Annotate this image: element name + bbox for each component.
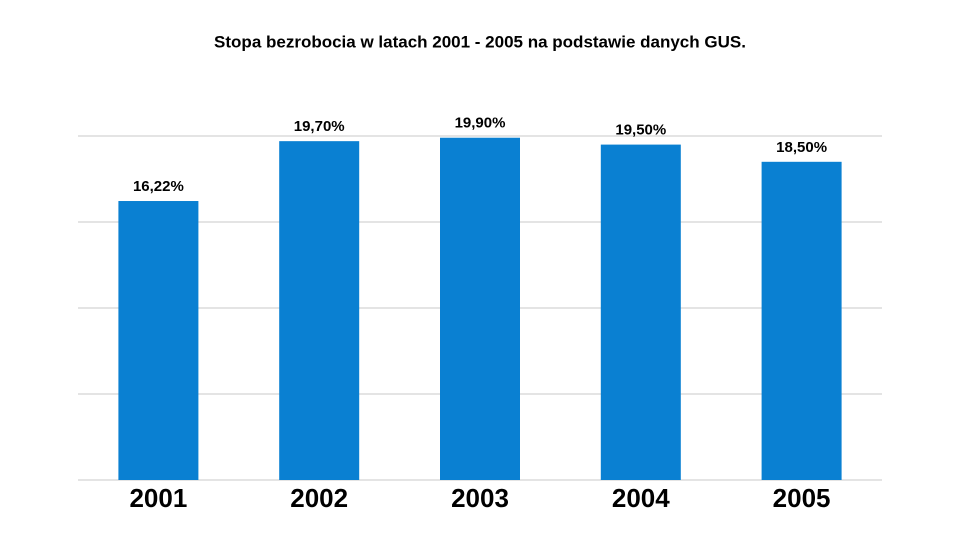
value-label: 19,70%	[294, 118, 345, 135]
bar	[118, 201, 199, 481]
x-tick-label: 2002	[290, 483, 348, 513]
chart-title: Stopa bezrobocia w latach 2001 - 2005 na…	[214, 32, 746, 51]
bar	[279, 141, 360, 480]
x-tick-label: 2001	[129, 483, 187, 513]
x-tick-label: 2003	[451, 483, 509, 513]
bar	[761, 161, 842, 481]
bar	[440, 137, 520, 480]
value-label: 19,90%	[455, 115, 506, 132]
bar	[600, 144, 681, 480]
value-label: 16,22%	[133, 178, 184, 195]
x-tick-label: 2004	[612, 483, 670, 513]
value-label: 19,50%	[615, 122, 666, 139]
value-label: 18,50%	[776, 139, 827, 156]
x-tick-label: 2005	[773, 483, 831, 513]
